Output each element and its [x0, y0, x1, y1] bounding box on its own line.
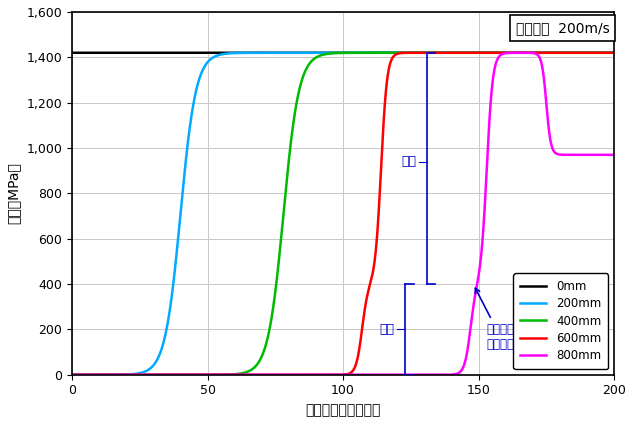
Legend: 0mm, 200mm, 400mm, 600mm, 800mm: 0mm, 200mm, 400mm, 600mm, 800mm — [513, 273, 608, 369]
Line: 200mm: 200mm — [72, 53, 614, 375]
800mm — [575, 152, 583, 157]
X-axis label: 時刻（マイクロ秒）: 時刻（マイクロ秒） — [305, 403, 381, 417]
200mm — [417, 50, 424, 55]
200mm — [396, 50, 404, 55]
400mm — [325, 51, 332, 56]
400mm — [456, 50, 464, 55]
800mm — [417, 372, 424, 377]
800mm — [68, 372, 76, 377]
0mm — [417, 50, 424, 55]
600mm — [203, 372, 211, 377]
400mm — [610, 50, 618, 55]
200mm — [68, 372, 76, 377]
800mm — [456, 369, 464, 374]
200mm — [575, 50, 583, 55]
600mm — [456, 50, 464, 55]
0mm — [456, 50, 464, 55]
0mm — [396, 50, 404, 55]
0mm — [325, 50, 332, 55]
0mm — [203, 50, 211, 55]
800mm — [203, 372, 211, 377]
600mm — [488, 50, 496, 55]
600mm — [396, 50, 404, 56]
800mm — [396, 372, 404, 377]
0mm — [575, 50, 583, 55]
Text: 衝突速度  200m/s: 衝突速度 200m/s — [516, 21, 610, 35]
400mm — [575, 50, 583, 55]
400mm — [396, 50, 404, 55]
200mm — [610, 50, 618, 55]
Line: 800mm: 800mm — [72, 53, 614, 375]
200mm — [461, 50, 469, 55]
600mm — [68, 372, 76, 377]
800mm — [610, 152, 618, 157]
Line: 400mm: 400mm — [72, 53, 614, 375]
600mm — [610, 50, 618, 55]
0mm — [68, 50, 76, 55]
Text: 弾性: 弾性 — [380, 323, 394, 336]
400mm — [417, 50, 424, 55]
800mm — [518, 50, 525, 55]
Line: 600mm: 600mm — [72, 53, 614, 375]
200mm — [325, 50, 332, 55]
200mm — [456, 50, 464, 55]
600mm — [325, 372, 332, 377]
600mm — [575, 50, 583, 55]
200mm — [203, 60, 211, 65]
Text: ユゴニオ
弾性限界: ユゴニオ 弾性限界 — [475, 288, 514, 351]
0mm — [610, 50, 618, 55]
600mm — [417, 50, 424, 55]
400mm — [564, 50, 572, 55]
400mm — [203, 372, 211, 377]
800mm — [325, 372, 332, 377]
400mm — [68, 372, 76, 377]
Text: 塑性: 塑性 — [401, 155, 417, 168]
Y-axis label: 圧力（MPa）: 圧力（MPa） — [7, 162, 21, 224]
